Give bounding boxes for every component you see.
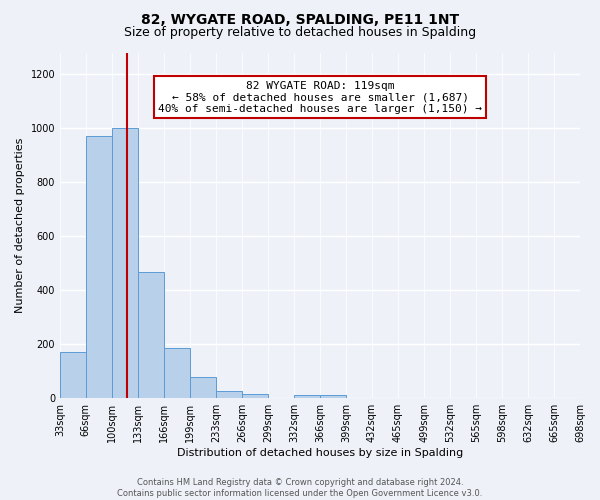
Bar <box>60 352 86 398</box>
Text: 82, WYGATE ROAD, SPALDING, PE11 1NT: 82, WYGATE ROAD, SPALDING, PE11 1NT <box>141 12 459 26</box>
Bar <box>112 128 138 398</box>
Text: Size of property relative to detached houses in Spalding: Size of property relative to detached ho… <box>124 26 476 39</box>
Text: Contains HM Land Registry data © Crown copyright and database right 2024.
Contai: Contains HM Land Registry data © Crown c… <box>118 478 482 498</box>
Bar <box>217 391 242 398</box>
Bar <box>320 395 346 398</box>
Bar <box>242 394 268 398</box>
X-axis label: Distribution of detached houses by size in Spalding: Distribution of detached houses by size … <box>177 448 463 458</box>
Y-axis label: Number of detached properties: Number of detached properties <box>15 138 25 313</box>
Bar <box>86 136 112 398</box>
Text: 82 WYGATE ROAD: 119sqm
← 58% of detached houses are smaller (1,687)
40% of semi-: 82 WYGATE ROAD: 119sqm ← 58% of detached… <box>158 81 482 114</box>
Bar <box>164 348 190 398</box>
Bar <box>294 395 320 398</box>
Bar <box>190 378 217 398</box>
Bar <box>138 272 164 398</box>
